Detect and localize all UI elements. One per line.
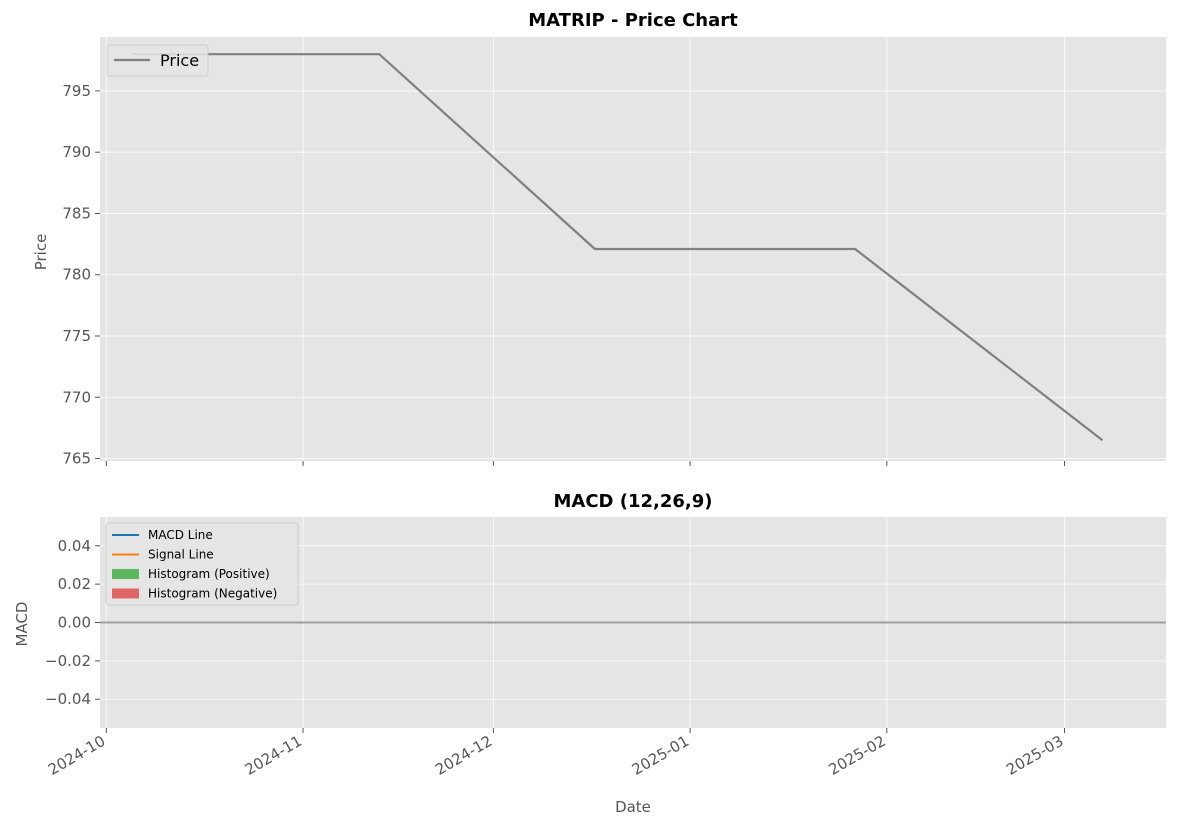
macd-legend-box: [105, 522, 299, 606]
price-chart-panel: 765 770 775 780 785 790 795 MATRIP - Price Cha…: [32, 10, 1166, 468]
macd-y-axis-label: MACD: [13, 602, 31, 647]
macd-legend-label: Histogram (Positive): [148, 567, 270, 581]
price-y-tick-label: 765: [62, 450, 91, 468]
macd-y-ticks: −0.04 −0.02 0.00 0.02 0.04: [45, 537, 100, 708]
macd-y-tick-label: −0.04: [45, 690, 91, 708]
macd-legend: MACD Line Signal Line Histogram (Positive)…: [105, 522, 299, 606]
macd-legend-label: Histogram (Negative): [148, 587, 277, 601]
price-legend: Price: [106, 44, 209, 77]
macd-x-tick-label: 2024-12: [432, 732, 495, 779]
macd-legend-label: MACD Line: [148, 528, 213, 542]
macd-y-tick-label: 0.02: [58, 575, 91, 593]
macd-x-tick-label: 2025-03: [1003, 732, 1066, 779]
price-y-tick-label: 795: [62, 82, 91, 100]
price-legend-label: Price: [160, 51, 199, 70]
macd-x-tick-label: 2024-11: [242, 732, 305, 779]
price-y-tick-label: 770: [62, 388, 91, 406]
macd-x-axis-label: Date: [615, 798, 651, 816]
price-series-group: [131, 53, 1104, 442]
macd-legend-swatch-patch: [112, 588, 139, 599]
price-y-tick-label: 785: [62, 204, 91, 222]
macd-chart-title: MACD (12,26,9): [553, 491, 712, 512]
macd-x-tick-label: 2025-02: [826, 732, 889, 779]
price-y-ticks: 765 770 775 780 785 790 795: [62, 82, 100, 468]
price-x-ticks: [105, 461, 1065, 466]
price-y-tick-label: 790: [62, 143, 91, 161]
macd-legend-swatch-patch: [112, 569, 139, 579]
macd-x-ticks: 2024-10 2024-11 2024-12 2025-01 2025-02 2025-…: [45, 728, 1066, 779]
macd-y-tick-label: 0.04: [58, 537, 91, 555]
price-legend-box: [106, 44, 209, 77]
price-y-tick-label: 775: [62, 327, 91, 345]
macd-chart-panel: −0.04−0.020.000.020.04 2024-10 2024-11 202…: [13, 491, 1166, 816]
macd-x-tick-label: 2025-01: [629, 732, 692, 779]
macd-y-tick-label: 0.00: [58, 614, 91, 632]
macd-x-tick-label: 2024-10: [45, 732, 108, 779]
macd-legend-label: Signal Line: [148, 548, 214, 562]
price-y-axis-label: Price: [32, 234, 50, 271]
price-y-tick-label: 780: [62, 266, 91, 284]
macd-y-tick-label: −0.02: [45, 652, 91, 670]
price-chart-title: MATRIP - Price Chart: [528, 10, 738, 31]
price-series-line: [131, 53, 1104, 442]
